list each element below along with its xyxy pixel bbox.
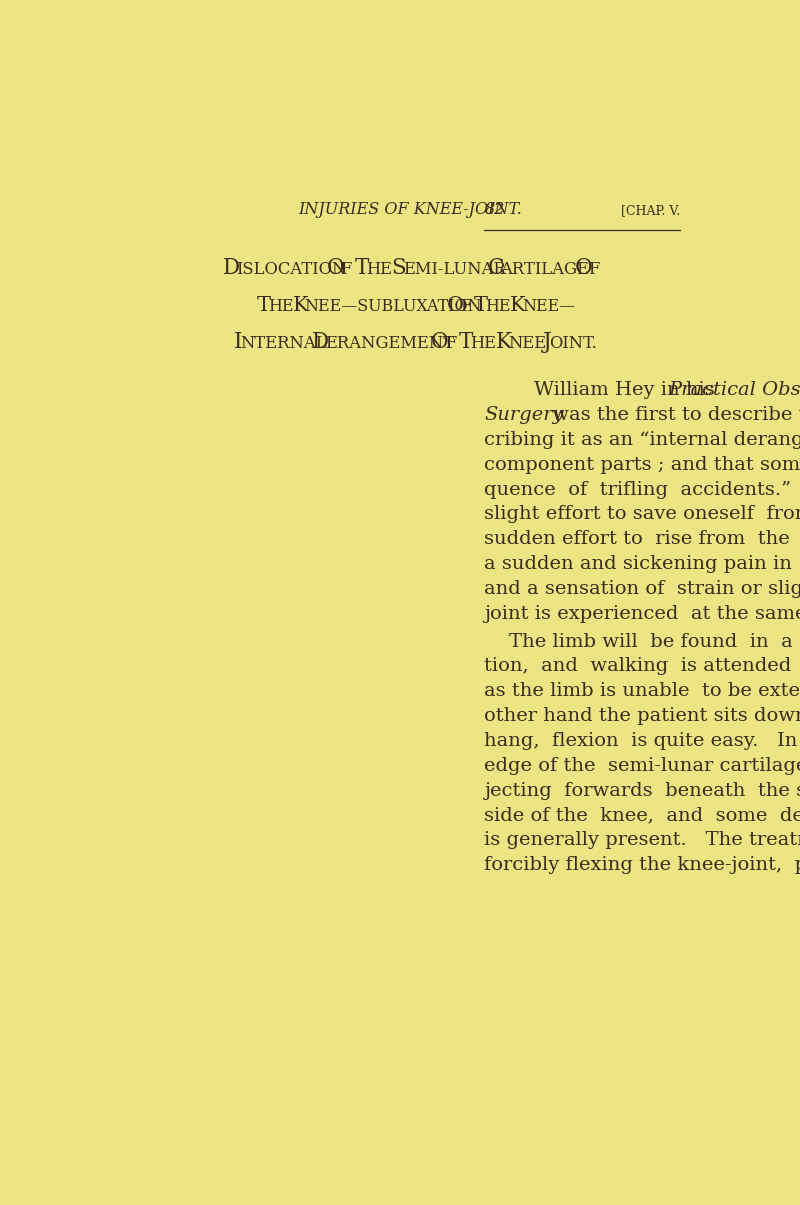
Text: side of the  knee,  and  some  degree  of  synovitis: side of the knee, and some degree of syn… xyxy=(485,806,800,824)
Text: D: D xyxy=(312,331,330,353)
Text: jecting  forwards  beneath  the skin on  the  inner: jecting forwards beneath the skin on the… xyxy=(485,782,800,800)
Text: INJURIES OF KNEE-JOINT.: INJURIES OF KNEE-JOINT. xyxy=(298,201,522,218)
Text: ERANGEMENT: ERANGEMENT xyxy=(326,335,454,352)
Text: and a sensation of  strain or slight rupture of the: and a sensation of strain or slight rupt… xyxy=(485,580,800,598)
Text: K: K xyxy=(495,331,511,353)
Text: William Hey in his: William Hey in his xyxy=(485,381,722,399)
Text: NTERNAL: NTERNAL xyxy=(240,335,326,352)
Text: F: F xyxy=(445,335,456,352)
Text: HE: HE xyxy=(366,261,392,278)
Text: NEE—: NEE— xyxy=(522,298,575,316)
Text: OINT.: OINT. xyxy=(550,335,598,352)
Text: tion,  and  walking  is attended  with acute  pain,: tion, and walking is attended with acute… xyxy=(485,658,800,676)
Text: Surgery: Surgery xyxy=(485,406,564,424)
Text: hang,  flexion  is quite easy.   In  most  cases  the: hang, flexion is quite easy. In most cas… xyxy=(485,731,800,750)
Text: T: T xyxy=(459,331,474,353)
Text: slight effort to save oneself  from  falling,  or in  a: slight effort to save oneself from falli… xyxy=(485,505,800,523)
Text: is generally present.   The treatment consists  of: is generally present. The treatment cons… xyxy=(485,831,800,850)
Text: O: O xyxy=(326,258,345,280)
Text: Practical Observations in: Practical Observations in xyxy=(668,381,800,399)
Text: F: F xyxy=(461,298,471,316)
Text: quence  of  trifling  accidents.”   During  some: quence of trifling accidents.” During so… xyxy=(485,481,800,499)
Text: T: T xyxy=(257,296,271,316)
Text: O: O xyxy=(447,296,464,316)
Text: D: D xyxy=(222,258,240,280)
Text: [CHAP. V.: [CHAP. V. xyxy=(621,204,680,217)
Text: HE: HE xyxy=(485,298,510,316)
Text: as the limb is unable  to be extended.   If on the: as the limb is unable to be extended. If… xyxy=(485,682,800,700)
Text: sudden effort to  rise from  the  kneeling  position,: sudden effort to rise from the kneeling … xyxy=(485,530,800,548)
Text: I: I xyxy=(234,331,242,353)
Text: other hand the patient sits down and lets his  leg: other hand the patient sits down and let… xyxy=(485,707,800,725)
Text: F: F xyxy=(589,261,600,278)
Text: cribing it as an “internal derangement  of its: cribing it as an “internal derangement o… xyxy=(485,431,800,448)
Text: ARTILAGE: ARTILAGE xyxy=(501,261,590,278)
Text: O: O xyxy=(431,331,449,353)
Text: T: T xyxy=(474,296,488,316)
Text: 82: 82 xyxy=(485,201,505,218)
Text: EMI-LUNAR: EMI-LUNAR xyxy=(402,261,506,278)
Text: F: F xyxy=(341,261,352,278)
Text: The limb will  be found  in  a  semiflexed  posi-: The limb will be found in a semiflexed p… xyxy=(485,633,800,651)
Text: NEE: NEE xyxy=(508,335,546,352)
Text: T: T xyxy=(354,258,369,280)
Text: was the first to describe this injury,  des-: was the first to describe this injury, d… xyxy=(546,406,800,424)
Text: K: K xyxy=(510,296,526,316)
Text: a sudden and sickening pain in  the knee is  felt,: a sudden and sickening pain in the knee … xyxy=(485,556,800,574)
Text: C: C xyxy=(488,258,504,280)
Text: ISLOCATION: ISLOCATION xyxy=(236,261,346,278)
Text: edge of the  semi-lunar cartilage can  be felt  pro-: edge of the semi-lunar cartilage can be … xyxy=(485,757,800,775)
Text: forcibly flexing the knee-joint,  pressing  with the: forcibly flexing the knee-joint, pressin… xyxy=(485,857,800,875)
Text: HE: HE xyxy=(268,298,293,316)
Text: component parts ; and that sometimes in conse-: component parts ; and that sometimes in … xyxy=(485,455,800,474)
Text: K: K xyxy=(293,296,308,316)
Text: joint is experienced  at the same time.: joint is experienced at the same time. xyxy=(485,605,800,623)
Text: S: S xyxy=(391,258,406,280)
Text: HE: HE xyxy=(470,335,496,352)
Text: O: O xyxy=(574,258,593,280)
Text: J: J xyxy=(543,331,551,353)
Text: NEE—SUBLUXATION: NEE—SUBLUXATION xyxy=(305,298,482,316)
